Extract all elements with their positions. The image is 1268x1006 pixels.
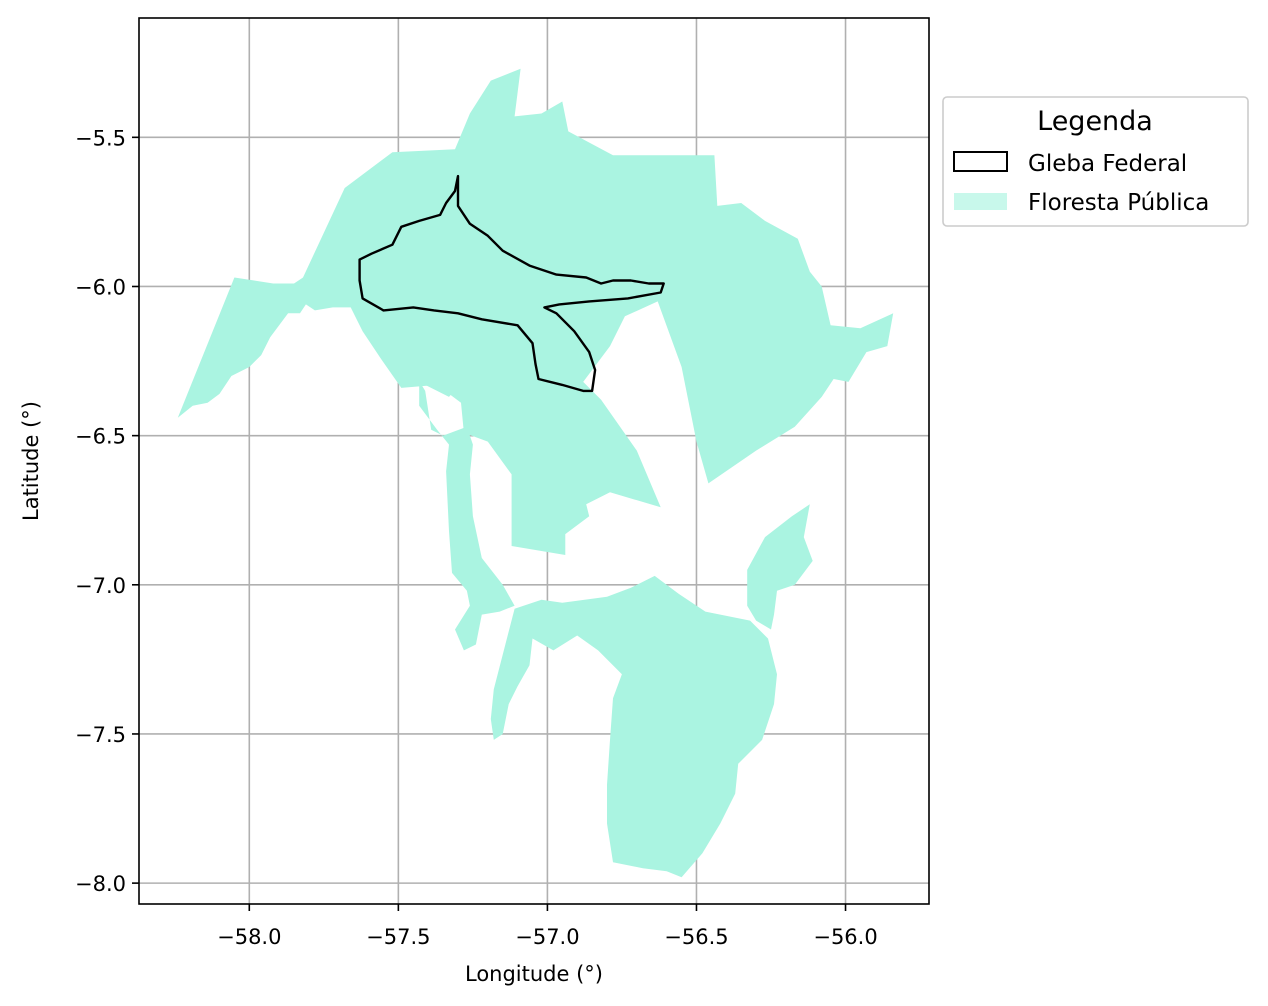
gleba-federal-layer xyxy=(358,174,665,393)
x-axis-ticks: −58.0 −57.5 −57.0 −56.5 −56.0 xyxy=(217,904,878,949)
floresta-publica-polygon xyxy=(365,319,515,651)
y-tick-label: −5.5 xyxy=(75,126,126,150)
legend-frame xyxy=(942,96,1249,227)
y-axis-label: Latitude (°) xyxy=(19,401,43,521)
gleba-federal-polygon xyxy=(358,174,665,393)
y-tick-label: −8.0 xyxy=(75,872,126,896)
x-tick-label: −56.0 xyxy=(813,925,877,949)
x-axis-label: Longitude (°) xyxy=(465,962,603,986)
legend-label-floresta-publica: Floresta Pública xyxy=(1028,190,1209,216)
x-tick-label: −58.0 xyxy=(217,925,281,949)
legend-swatch-gleba-federal xyxy=(953,151,1008,172)
plot-frame xyxy=(138,17,930,905)
x-tick-label: −56.5 xyxy=(664,925,728,949)
floresta-publica-polygon xyxy=(490,575,777,878)
x-tick-label: −57.0 xyxy=(515,925,579,949)
y-tick-label: −7.5 xyxy=(75,723,126,747)
floresta-publica-polygon xyxy=(747,504,813,630)
y-axis-ticks: −5.5 −6.0 −6.5 −7.0 −7.5 −8.0 xyxy=(75,126,139,896)
legend-swatch-floresta-publica xyxy=(954,193,1007,210)
floresta-publica-layer xyxy=(177,68,894,878)
map-layers xyxy=(177,68,894,878)
floresta-publica-polygon xyxy=(177,68,894,555)
y-tick-label: −6.0 xyxy=(75,275,126,299)
y-tick-label: −6.5 xyxy=(75,425,126,449)
legend: Legenda Gleba Federal Floresta Pública xyxy=(942,96,1249,227)
y-tick-label: −7.0 xyxy=(75,574,126,598)
legend-label-gleba-federal: Gleba Federal xyxy=(1028,151,1187,177)
x-tick-label: −57.5 xyxy=(366,925,430,949)
legend-title: Legenda xyxy=(1037,106,1153,137)
